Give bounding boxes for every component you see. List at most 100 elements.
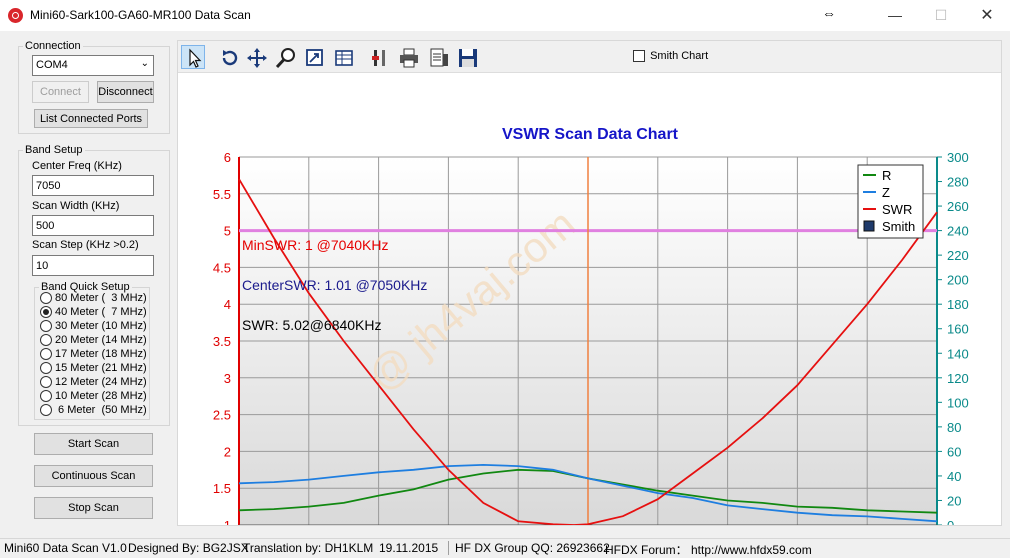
chart-title: VSWR Scan Data Chart bbox=[502, 126, 679, 143]
maximize-button[interactable]: ☐ bbox=[934, 7, 948, 23]
band-radio-row[interactable]: 17 Meter (18 MHz) bbox=[40, 348, 147, 362]
band-radio-row[interactable]: 15 Meter (21 MHz) bbox=[40, 362, 147, 376]
disconnect-button[interactable]: Disconnect bbox=[97, 81, 154, 103]
status-group: HF DX Group QQ: 26923662 bbox=[455, 541, 610, 555]
radio-button[interactable] bbox=[40, 348, 52, 361]
center-freq-input[interactable] bbox=[32, 175, 154, 196]
y-left-tick-label: 2 bbox=[224, 444, 231, 459]
y-right-tick-label: 100 bbox=[947, 395, 969, 410]
pointer-icon[interactable] bbox=[181, 45, 205, 69]
export-image-icon[interactable] bbox=[302, 45, 326, 69]
data-table-icon[interactable] bbox=[331, 45, 355, 69]
status-designed-by: Designed By: BG2JSX bbox=[128, 541, 249, 555]
save-icon[interactable] bbox=[455, 45, 479, 69]
band-label: 6 Meter (50 MHz) bbox=[55, 404, 147, 416]
y-left-tick-label: 5 bbox=[224, 224, 231, 239]
status-date: 19.11.2015 bbox=[379, 541, 439, 555]
series-line-z bbox=[238, 463, 938, 523]
com-port-select[interactable]: COM4 ⌄ bbox=[32, 55, 154, 76]
y-right-tick-label: 160 bbox=[947, 322, 969, 337]
band-setup-group: Band Setup bbox=[18, 144, 170, 426]
radio-button[interactable] bbox=[40, 362, 52, 375]
y-left-tick-label: 3.5 bbox=[213, 334, 231, 349]
radio-button[interactable] bbox=[40, 390, 52, 403]
chart-toolbar: Smith Chart bbox=[178, 41, 1001, 73]
scan-width-input[interactable] bbox=[32, 215, 154, 236]
stop-scan-button[interactable]: Stop Scan bbox=[34, 497, 153, 519]
y-left-tick-label: 2.5 bbox=[213, 408, 231, 423]
band-radio-row[interactable]: 30 Meter (10 MHz) bbox=[40, 320, 147, 334]
band-label: 15 Meter (21 MHz) bbox=[55, 362, 147, 374]
band-radio-row[interactable]: 20 Meter (14 MHz) bbox=[40, 334, 147, 348]
y-left-tick-label: 1.5 bbox=[213, 481, 231, 496]
window-title: Mini60-Sark100-GA60-MR100 Data Scan bbox=[30, 8, 251, 22]
radio-button[interactable] bbox=[40, 404, 52, 417]
pan-icon[interactable] bbox=[244, 45, 268, 69]
status-translation: Translation by: DH1KLM bbox=[243, 541, 374, 555]
band-radio-row[interactable]: 80 Meter ( 3 MHz) bbox=[40, 292, 147, 306]
y-right-tick-label: 180 bbox=[947, 297, 969, 312]
legend-label-r: R bbox=[882, 168, 891, 183]
band-label: 30 Meter (10 MHz) bbox=[55, 320, 147, 332]
status-forum: HFDX Forum： http://www.hfdx59.com bbox=[605, 543, 812, 557]
app-logo-icon bbox=[8, 8, 23, 23]
radio-button[interactable] bbox=[40, 334, 52, 347]
radio-button[interactable] bbox=[40, 376, 52, 389]
y-left-tick-label: 1 bbox=[224, 518, 231, 525]
band-quick-setup-group: Band Quick Setup bbox=[34, 281, 150, 420]
band-setup-legend: Band Setup bbox=[25, 144, 83, 156]
y-right-tick-label: 280 bbox=[947, 175, 969, 190]
list-ports-button[interactable]: List Connected Ports bbox=[34, 109, 148, 128]
radio-button[interactable] bbox=[40, 292, 52, 305]
close-button[interactable]: ✕ bbox=[980, 7, 994, 24]
status-separator bbox=[448, 541, 449, 555]
status-bar: Mini60 Data Scan V1.0 Designed By: BG2JS… bbox=[0, 538, 1010, 557]
band-radio-row[interactable]: 40 Meter ( 7 MHz) bbox=[40, 306, 147, 320]
band-radio-row[interactable]: 10 Meter (28 MHz) bbox=[40, 390, 147, 404]
resize-icon[interactable]: ⇔ bbox=[822, 5, 836, 21]
rotate-icon[interactable] bbox=[217, 45, 241, 69]
continuous-scan-button[interactable]: Continuous Scan bbox=[34, 465, 153, 487]
y-right-tick-label: 120 bbox=[947, 371, 969, 386]
chart-annotation: MinSWR: 1 @7040KHz bbox=[242, 237, 388, 253]
connection-legend: Connection bbox=[25, 40, 81, 52]
y-left-tick-label: 4.5 bbox=[213, 260, 231, 275]
band-radio-row[interactable]: 6 Meter (50 MHz) bbox=[40, 404, 147, 418]
y-right-tick-label: 40 bbox=[947, 469, 961, 484]
y-right-tick-label: 60 bbox=[947, 444, 961, 459]
legend-label-z: Z bbox=[882, 185, 890, 200]
smith-chart-label: Smith Chart bbox=[650, 50, 709, 62]
print-icon[interactable] bbox=[396, 45, 420, 69]
zoom-icon[interactable] bbox=[273, 45, 297, 69]
band-radio-row[interactable]: 12 Meter (24 MHz) bbox=[40, 376, 147, 390]
band-label: 40 Meter ( 7 MHz) bbox=[55, 306, 147, 318]
band-label: 80 Meter ( 3 MHz) bbox=[55, 292, 147, 304]
band-quick-setup-legend: Band Quick Setup bbox=[41, 281, 130, 293]
chart-panel: Smith Chart VSWR Scan Data Chart6,8006,8… bbox=[177, 40, 1002, 526]
y-right-tick-label: 240 bbox=[947, 224, 969, 239]
y-right-tick-label: 20 bbox=[947, 493, 961, 508]
settings-tools-icon[interactable] bbox=[367, 45, 391, 69]
y-right-tick-label: 140 bbox=[947, 346, 969, 361]
connect-button[interactable]: Connect bbox=[32, 81, 89, 103]
band-label: 10 Meter (28 MHz) bbox=[55, 390, 147, 402]
start-scan-button[interactable]: Start Scan bbox=[34, 433, 153, 455]
radio-button[interactable] bbox=[40, 306, 52, 319]
legend-label-swr: SWR bbox=[882, 202, 912, 217]
radio-button[interactable] bbox=[40, 320, 52, 333]
y-left-tick-label: 3 bbox=[224, 371, 231, 386]
chart-annotation: SWR: 5.02@6840KHz bbox=[242, 317, 382, 333]
band-label: 20 Meter (14 MHz) bbox=[55, 334, 147, 346]
scan-step-input[interactable] bbox=[32, 255, 154, 276]
minimize-button[interactable]: — bbox=[888, 7, 902, 23]
y-right-tick-label: 80 bbox=[947, 420, 961, 435]
smith-chart-checkbox[interactable]: Smith Chart bbox=[633, 50, 709, 63]
print-preview-icon[interactable] bbox=[426, 45, 450, 69]
vswr-chart[interactable]: VSWR Scan Data Chart6,8006,8506,9006,950… bbox=[178, 73, 1001, 525]
title-bar: Mini60-Sark100-GA60-MR100 Data Scan ⇔ — … bbox=[0, 0, 1010, 31]
smith-chart-checkbox-box[interactable] bbox=[633, 50, 645, 63]
y-left-tick-label: 5.5 bbox=[213, 187, 231, 202]
y-right-tick-label: 260 bbox=[947, 199, 969, 214]
series-line-swr bbox=[238, 178, 938, 525]
connection-group: Connection bbox=[18, 40, 170, 134]
